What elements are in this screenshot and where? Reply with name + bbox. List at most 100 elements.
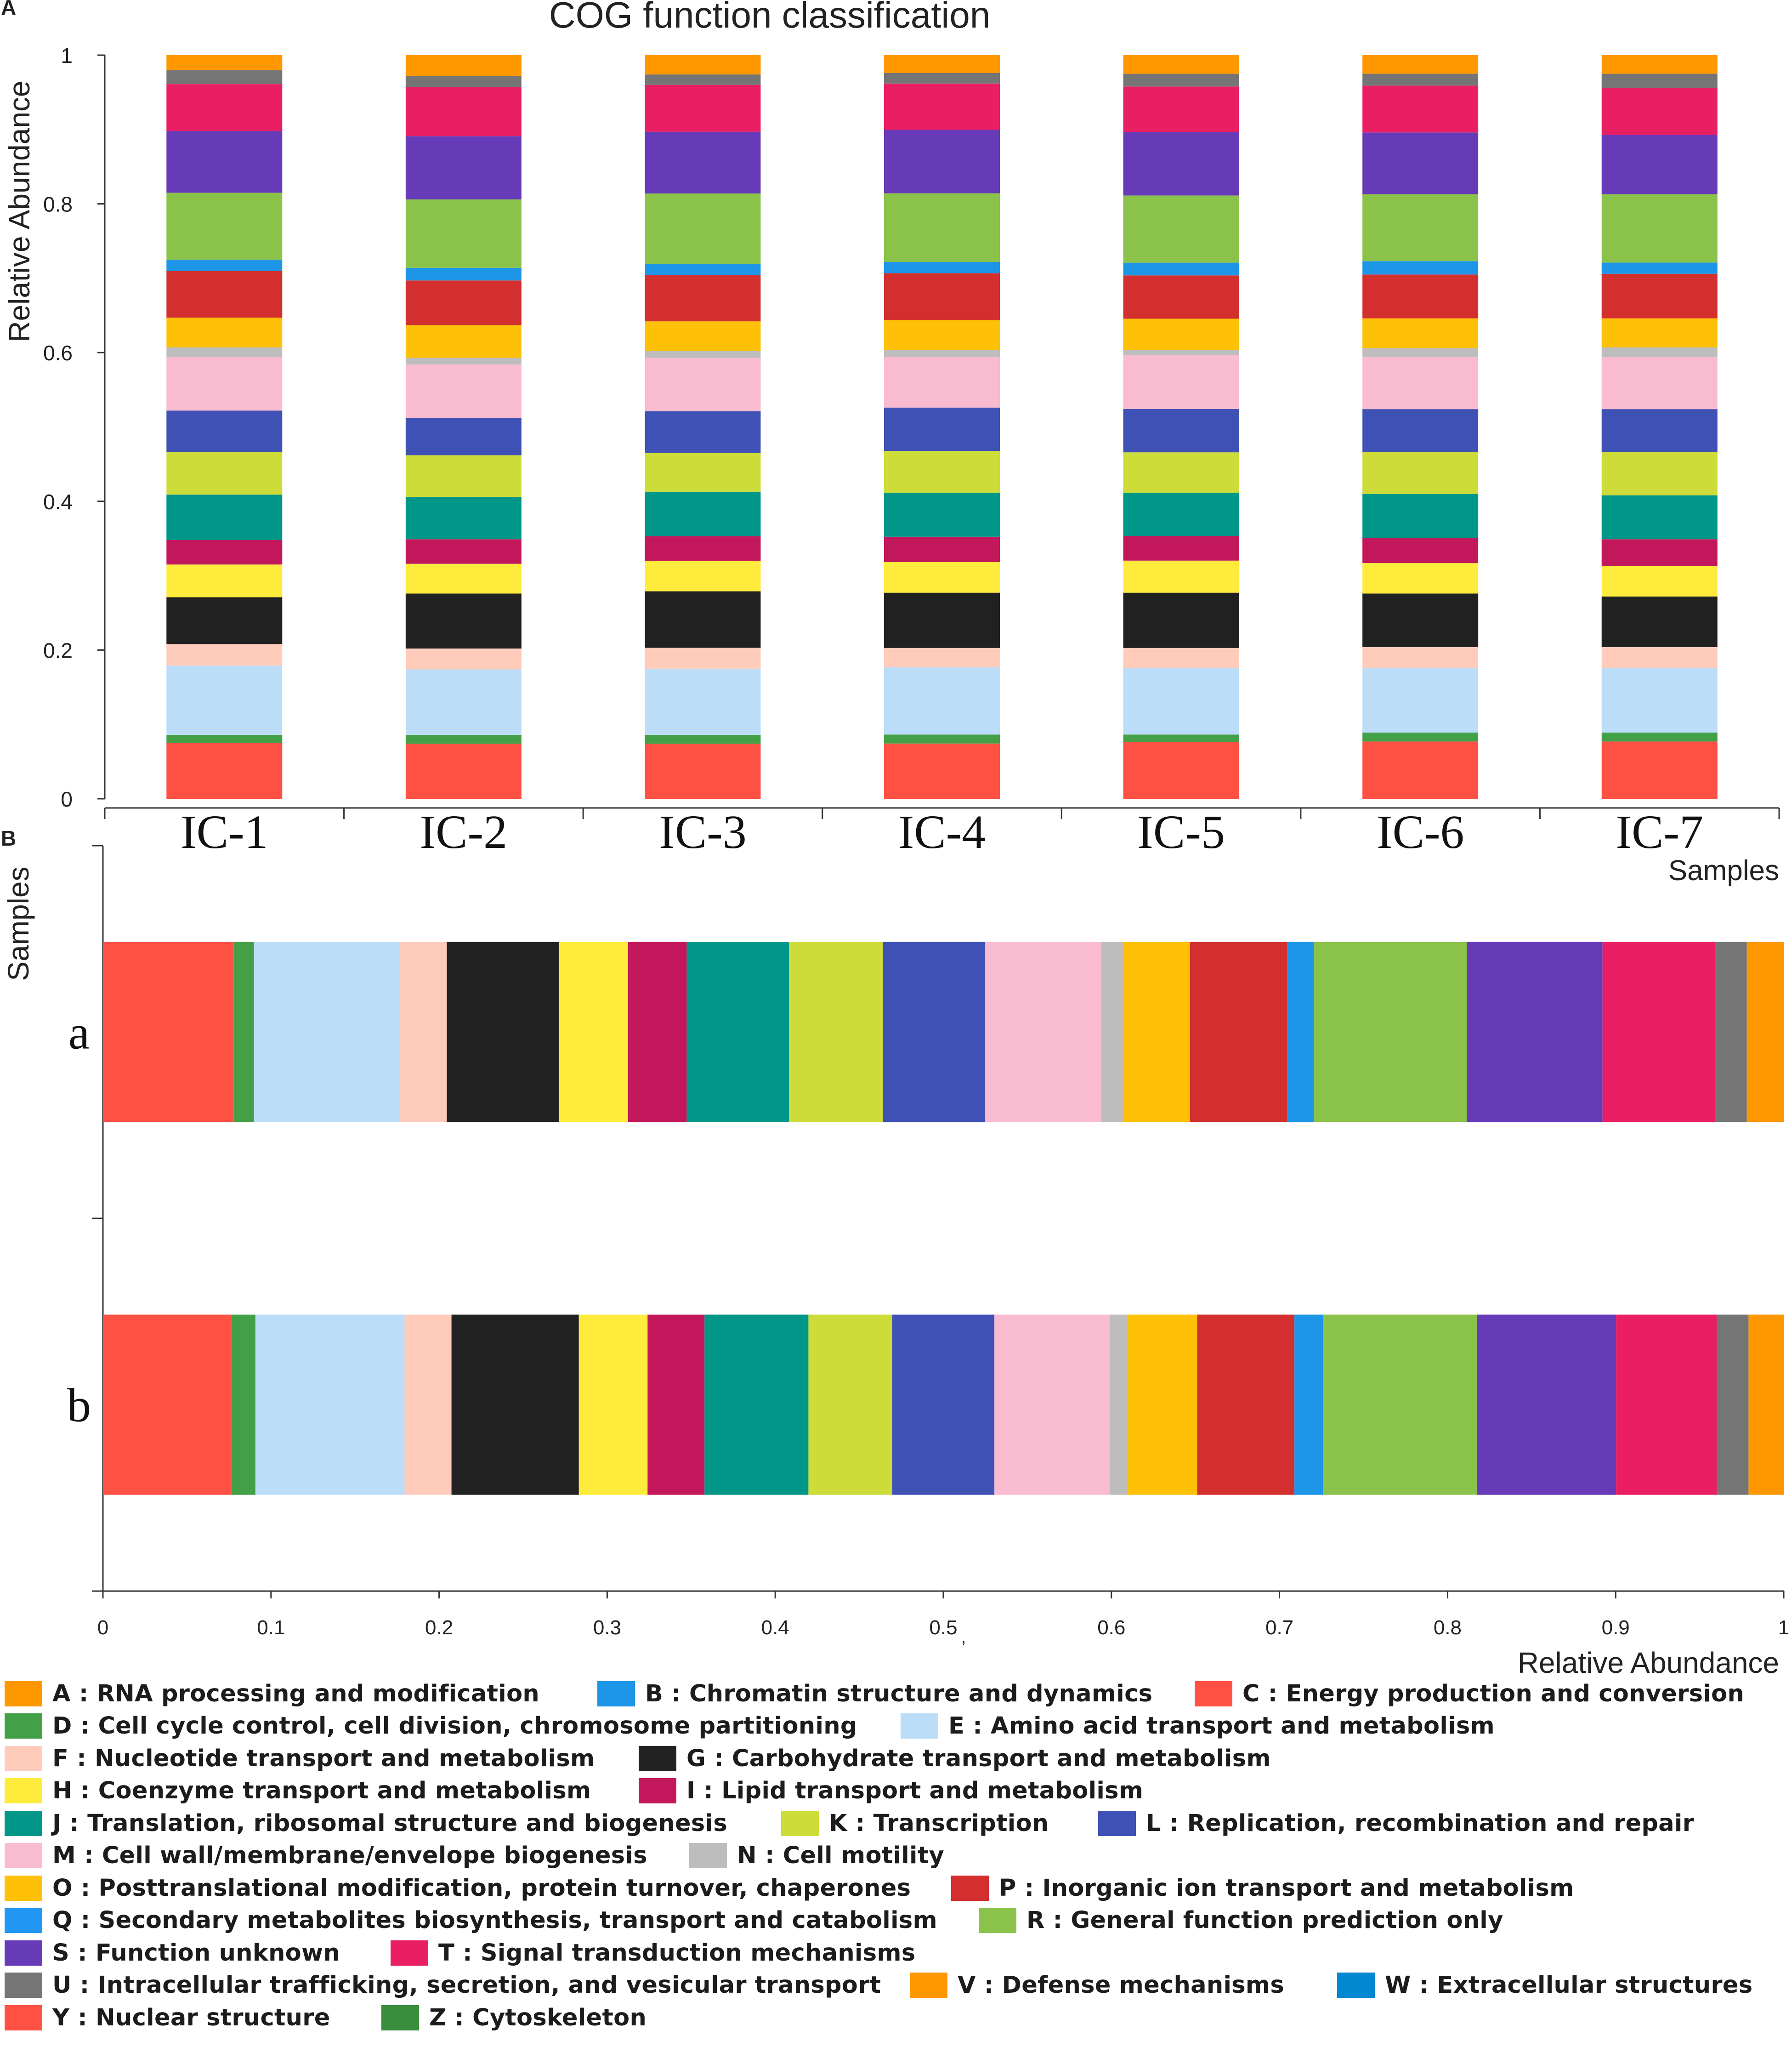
bar-segment-IC-7-B xyxy=(1601,262,1718,274)
bar-segment-IC-3-N xyxy=(645,351,761,358)
bar-segment-IC-3-I xyxy=(645,536,761,561)
legend-swatch xyxy=(1337,1973,1375,1998)
bar-segment-IC-1-F xyxy=(166,644,283,666)
bar-segment-IC-5-H xyxy=(1123,560,1239,593)
bar-segment-IC-3-K xyxy=(645,453,761,492)
legend-item-a: A : RNA processing and modification xyxy=(5,1677,539,1710)
bar-segment-IC-4-D xyxy=(884,734,1000,744)
bar-segment-a-N xyxy=(1101,942,1123,1122)
bar-segment-b-U xyxy=(1717,1314,1749,1495)
bar-segment-a-P xyxy=(1190,942,1287,1122)
bar-segment-a-A xyxy=(1747,942,1784,1122)
chart-a-y-tick-label: 0 xyxy=(61,787,73,811)
legend-label: W : Extracellular structures xyxy=(1385,1972,1753,1999)
chart-a-y-tick-label: 0.8 xyxy=(43,193,73,216)
bar-segment-IC-1-G xyxy=(166,597,283,644)
chart-a-y-tick-label: 0.6 xyxy=(43,341,73,365)
chart-b-category-labels: ab xyxy=(67,1006,91,1432)
chart-a-axes: 0 0.2 0.4 0.6 0.8 1 xyxy=(43,44,1780,819)
bar-segment-IC-1-H xyxy=(166,564,283,597)
bar-segment-a-J xyxy=(686,942,789,1122)
chart-a-category-label: IC-5 xyxy=(1137,806,1225,859)
bar-segment-IC-4-H xyxy=(884,562,1000,593)
bar-segment-IC-7-R xyxy=(1601,194,1718,263)
bar-segment-IC-3-G xyxy=(645,591,761,648)
chart-b-y-axis-label: Samples xyxy=(2,867,35,981)
bar-segment-IC-2-A xyxy=(405,55,522,76)
bar-segment-IC-2-H xyxy=(405,563,522,594)
bar-segment-b-M xyxy=(994,1314,1110,1495)
bar-segment-IC-1-O xyxy=(166,318,283,347)
bar-segment-b-R xyxy=(1323,1314,1477,1495)
bar-segment-IC-2-I xyxy=(405,539,522,564)
legend-item-z: Z : Cytoskeleton xyxy=(381,2002,646,2034)
legend-swatch xyxy=(1098,1810,1136,1836)
bar-segment-IC-1-A xyxy=(166,55,283,70)
bar-segment-IC-1-N xyxy=(166,347,283,357)
chart-a-category-labels: IC-1 IC-2 IC-3 IC-4 IC-5 IC-6 IC-7 xyxy=(181,806,1703,859)
bar-segment-IC-3-J xyxy=(645,491,761,536)
bar-segment-IC-5-Y xyxy=(1123,742,1239,799)
bar-segment-IC-1-B xyxy=(166,259,283,271)
bar-segment-IC-1-K xyxy=(166,452,283,495)
legend-label: A : RNA processing and modification xyxy=(52,1680,540,1707)
bar-segment-IC-7-E xyxy=(1601,668,1718,733)
bar-segment-IC-5-T xyxy=(1123,86,1239,132)
bar-segment-IC-3-O xyxy=(645,321,761,351)
bar-segment-IC-4-N xyxy=(884,350,1000,357)
bar-segment-IC-6-L xyxy=(1362,409,1479,453)
bar-segment-IC-5-S xyxy=(1123,132,1239,196)
legend-item-w: W : Extracellular structures xyxy=(1337,1969,1752,2002)
chart-a-y-tick-label: 0.2 xyxy=(43,638,73,662)
legend-label: I : Lipid transport and metabolism xyxy=(686,1777,1144,1804)
bar-segment-IC-4-J xyxy=(884,492,1000,537)
bar-segment-IC-4-G xyxy=(884,592,1000,648)
bar-segment-IC-4-R xyxy=(884,193,1000,262)
bar-segment-IC-7-D xyxy=(1601,732,1718,742)
chart-b-x-tick-label: 0.7 xyxy=(1265,1616,1293,1639)
legend-item-i: I : Lipid transport and metabolism xyxy=(639,1775,1143,1807)
legend-label: L : Replication, recombination and repai… xyxy=(1146,1809,1695,1837)
bar-segment-IC-3-S xyxy=(645,131,761,193)
legend-swatch xyxy=(5,1875,42,1901)
legend-swatch xyxy=(5,1940,42,1966)
panel-a-chart: COG function classification Relative Abu… xyxy=(3,0,1780,887)
legend-item-l: L : Replication, recombination and repai… xyxy=(1098,1807,1694,1839)
chart-b-x-tick-label: 0.8 xyxy=(1434,1616,1462,1639)
bar-segment-IC-4-M xyxy=(884,357,1000,408)
chart-a-category-label: IC-6 xyxy=(1377,806,1464,859)
legend-swatch xyxy=(5,1713,42,1739)
bar-segment-IC-5-U xyxy=(1123,74,1239,87)
bar-segment-IC-2-M xyxy=(405,364,522,418)
legend-label: D : Cell cycle control, cell division, c… xyxy=(52,1712,857,1740)
chart-b-x-tick-label: 0.3 xyxy=(593,1616,621,1639)
bar-segment-IC-3-A xyxy=(645,55,761,75)
chart-b-x-tick-label: 0.6 xyxy=(1097,1616,1125,1639)
bar-segment-b-F xyxy=(404,1314,452,1495)
bar-segment-IC-3-E xyxy=(645,668,761,735)
bar-segment-IC-7-L xyxy=(1601,409,1718,453)
bar-segment-IC-6-I xyxy=(1362,538,1479,563)
bar-segment-IC-3-D xyxy=(645,734,761,744)
legend-label: G : Carbohydrate transport and metabolis… xyxy=(686,1745,1271,1772)
legend-label: B : Chromatin structure and dynamics xyxy=(645,1680,1153,1707)
bar-segment-IC-3-F xyxy=(645,648,761,669)
bar-segment-IC-5-O xyxy=(1123,318,1239,350)
bar-segment-IC-4-T xyxy=(884,83,1000,130)
bar-segment-IC-1-D xyxy=(166,734,283,743)
bar-segment-IC-7-P xyxy=(1601,273,1718,318)
bar-segment-b-J xyxy=(704,1314,809,1495)
bar-segment-a-U xyxy=(1715,942,1747,1122)
bar-segment-IC-2-D xyxy=(405,734,522,744)
legend-item-f: F : Nucleotide transport and metabolism xyxy=(5,1742,595,1774)
bar-segment-IC-6-B xyxy=(1362,261,1479,275)
legend-item-t: T : Signal transduction mechanisms xyxy=(391,1937,916,1969)
bar-segment-IC-7-S xyxy=(1601,135,1718,194)
legend-label: T : Signal transduction mechanisms xyxy=(438,1939,916,1967)
legend-item-m: M : Cell wall/membrane/envelope biogenes… xyxy=(5,1840,647,1872)
legend-swatch xyxy=(5,1746,42,1771)
bar-segment-IC-1-S xyxy=(166,131,283,193)
legend-swatch xyxy=(901,1713,938,1739)
bar-segment-IC-6-J xyxy=(1362,494,1479,538)
bar-segment-a-S xyxy=(1467,942,1603,1122)
